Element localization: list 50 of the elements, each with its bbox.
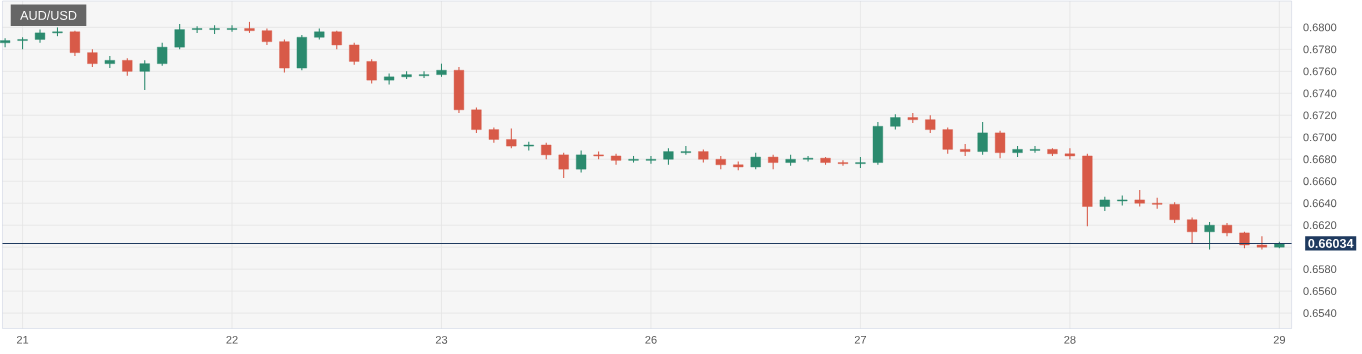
candlestick xyxy=(645,155,657,164)
y-tick-label: 0.6740 xyxy=(1303,89,1337,97)
y-tick-label: 0.6580 xyxy=(1303,265,1337,273)
candlestick xyxy=(994,129,1006,159)
y-tick-label: 0.6540 xyxy=(1303,309,1337,317)
x-tick-label: 23 xyxy=(435,335,448,344)
y-tick-label: 0.6560 xyxy=(1303,287,1337,295)
candlestick xyxy=(977,121,988,156)
candlestick xyxy=(226,24,238,33)
x-tick-label: 28 xyxy=(1064,335,1076,344)
candlestick xyxy=(349,41,360,66)
candlestick xyxy=(1187,216,1198,245)
y-tick-label: 0.6680 xyxy=(1303,155,1337,163)
candlestick xyxy=(837,159,849,167)
x-tick-label: 29 xyxy=(1273,335,1285,344)
text: AUD/USD xyxy=(20,10,77,20)
candlestick xyxy=(157,41,168,67)
candlestick xyxy=(942,126,953,155)
y-tick-label: 0.6800 xyxy=(1303,23,1337,32)
candlestick xyxy=(506,127,517,149)
candlestick xyxy=(192,25,203,34)
candlestick xyxy=(1256,235,1268,250)
ref-line-label: 0.66034 xyxy=(1308,238,1354,248)
candlestick xyxy=(366,58,377,84)
candlestick xyxy=(1169,201,1180,224)
y-tick-label: 0.6620 xyxy=(1303,221,1337,229)
y-tick-label: 0.6720 xyxy=(1303,111,1337,119)
y-tick-label: 0.6700 xyxy=(1303,133,1337,141)
candlestick xyxy=(174,23,185,50)
candlestick xyxy=(680,145,691,156)
x-tick-label: 26 xyxy=(645,335,657,344)
candlestick xyxy=(139,59,150,91)
candlestick xyxy=(1064,147,1075,160)
candlestick xyxy=(1204,221,1215,250)
x-tick-label: 21 xyxy=(16,335,29,344)
candlestick xyxy=(802,155,814,162)
y-tick-label: 0.6640 xyxy=(1303,199,1337,207)
candlestick xyxy=(558,151,569,179)
y-tick-label: 0.6780 xyxy=(1303,45,1337,54)
x-tick-label: 27 xyxy=(854,335,867,344)
candlestick xyxy=(1029,145,1041,153)
candlestick xyxy=(0,37,11,48)
candlestick xyxy=(418,70,430,79)
candlestick xyxy=(69,29,81,57)
candlestick xyxy=(471,106,482,134)
x-tick-label: 22 xyxy=(226,335,238,344)
candlestick xyxy=(576,149,587,173)
y-tick-label: 0.6660 xyxy=(1303,177,1337,185)
candlestick xyxy=(384,72,395,85)
y-tick-label: 0.6760 xyxy=(1303,67,1337,76)
